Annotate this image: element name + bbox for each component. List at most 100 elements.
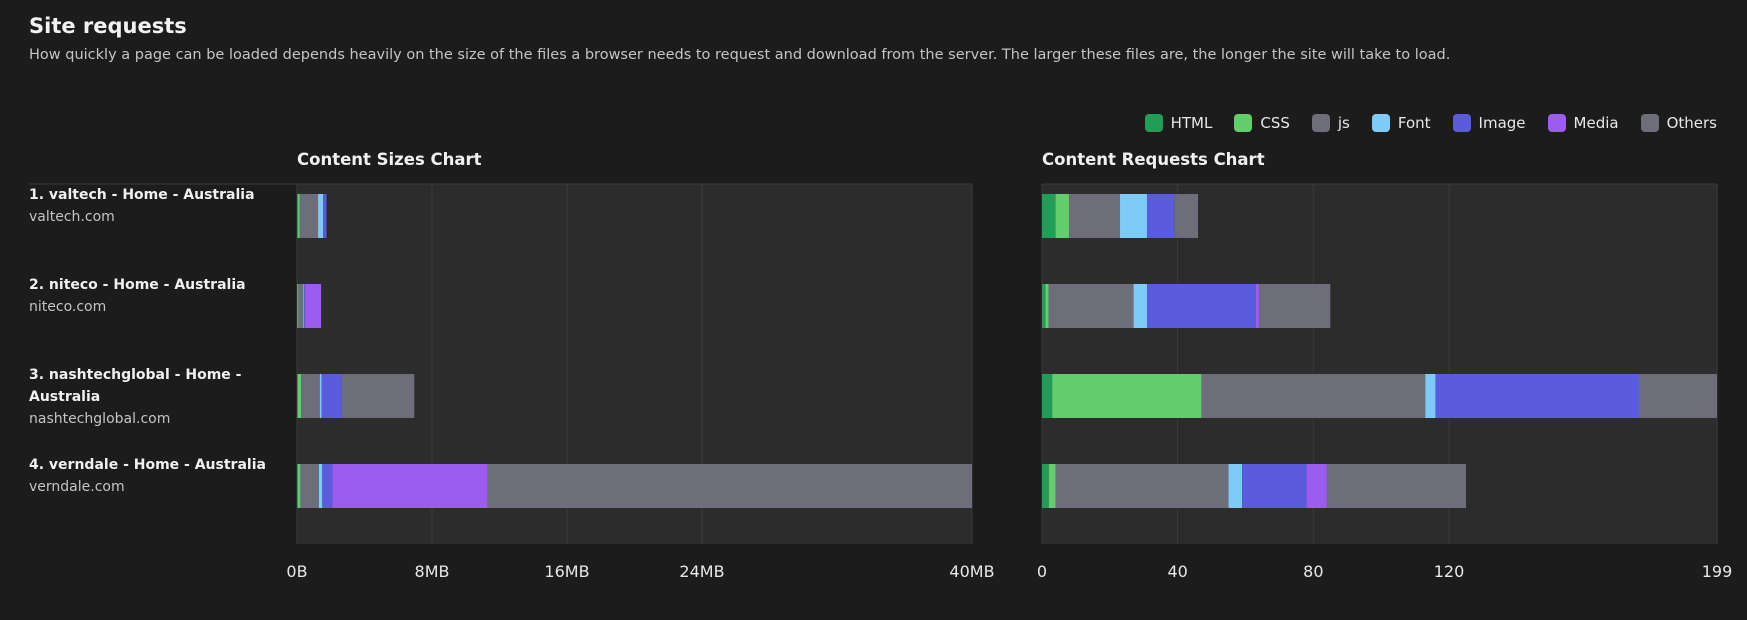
bar-segment-verndale-media[interactable] bbox=[1306, 464, 1327, 508]
x-tick-label: 0B bbox=[286, 562, 307, 581]
bar-segment-valtech-html[interactable] bbox=[297, 194, 298, 238]
bar-segment-niteco-image[interactable] bbox=[304, 284, 306, 328]
bar-segment-niteco-others[interactable] bbox=[1259, 284, 1331, 328]
bar-segment-niteco-html[interactable] bbox=[1042, 284, 1046, 328]
x-tick-label: 199 bbox=[1702, 562, 1733, 581]
chart-legend: HTML CSS js Font Image Media Others bbox=[1144, 114, 1717, 132]
bar-segment-nashtechglobal-others[interactable] bbox=[1638, 374, 1717, 418]
legend-label: Media bbox=[1573, 114, 1619, 132]
site-row-label: 1. valtech - Home - Australia valtech.co… bbox=[29, 184, 269, 228]
bar-segment-verndale-media[interactable] bbox=[332, 464, 488, 508]
legend-swatch bbox=[1452, 114, 1471, 132]
bar-segment-niteco-css[interactable] bbox=[1045, 284, 1049, 328]
content-sizes-chart-title: Content Sizes Chart bbox=[297, 150, 482, 169]
bar-segment-nashtechglobal-css[interactable] bbox=[297, 374, 302, 418]
site-domain: nashtechglobal.com bbox=[29, 411, 171, 427]
site-domain: valtech.com bbox=[29, 209, 115, 225]
x-tick-label: 8MB bbox=[415, 562, 450, 581]
bar-segment-niteco-image[interactable] bbox=[1147, 284, 1256, 328]
bar-segment-valtech-image[interactable] bbox=[1147, 194, 1175, 238]
x-tick-label: 40MB bbox=[949, 562, 994, 581]
bar-segment-nashtechglobal-css[interactable] bbox=[1052, 374, 1202, 418]
bar-segment-verndale-html[interactable] bbox=[297, 464, 298, 508]
site-name: 3. nashtechglobal - Home - Australia bbox=[29, 367, 242, 405]
bar-segment-nashtechglobal-font[interactable] bbox=[1425, 374, 1436, 418]
legend-swatch bbox=[1311, 114, 1330, 132]
legend-label: Font bbox=[1397, 114, 1431, 132]
x-tick-label: 40 bbox=[1167, 562, 1187, 581]
bar-segment-nashtechglobal-others[interactable] bbox=[341, 374, 415, 418]
site-name: 4. verndale - Home - Australia bbox=[29, 457, 266, 473]
bar-segment-nashtechglobal-image[interactable] bbox=[1435, 374, 1639, 418]
legend-item-js[interactable]: js bbox=[1311, 114, 1350, 132]
bar-segment-niteco-js[interactable] bbox=[1048, 284, 1134, 328]
bar-segment-valtech-css[interactable] bbox=[1055, 194, 1070, 238]
legend-swatch bbox=[1144, 114, 1163, 132]
legend-label: Others bbox=[1666, 114, 1717, 132]
bar-segment-nashtechglobal-html[interactable] bbox=[1042, 374, 1053, 418]
bar-segment-valtech-font[interactable] bbox=[1120, 194, 1148, 238]
bar-segment-verndale-html[interactable] bbox=[1042, 464, 1049, 508]
bar-segment-valtech-font[interactable] bbox=[318, 194, 324, 238]
bar-segment-valtech-others[interactable] bbox=[1174, 194, 1199, 238]
bar-segment-verndale-css[interactable] bbox=[1048, 464, 1056, 508]
bar-segment-verndale-css[interactable] bbox=[297, 464, 301, 508]
bar-segment-verndale-others[interactable] bbox=[1326, 464, 1466, 508]
bar-segment-niteco-media[interactable] bbox=[305, 284, 322, 328]
legend-label: CSS bbox=[1260, 114, 1290, 132]
site-name: 1. valtech - Home - Australia bbox=[29, 187, 255, 203]
legend-item-media[interactable]: Media bbox=[1547, 114, 1619, 132]
plot-area-requests bbox=[1042, 184, 1717, 544]
legend-item-css[interactable]: CSS bbox=[1234, 114, 1290, 132]
site-name: 2. niteco - Home - Australia bbox=[29, 277, 246, 293]
bar-segment-niteco-html[interactable] bbox=[297, 284, 298, 328]
x-tick-label: 24MB bbox=[679, 562, 724, 581]
site-row-label: 3. nashtechglobal - Home - Australia nas… bbox=[29, 364, 244, 430]
legend-label: HTML bbox=[1170, 114, 1213, 132]
site-domain: niteco.com bbox=[29, 299, 107, 315]
bar-segment-verndale-js[interactable] bbox=[300, 464, 319, 508]
legend-swatch bbox=[1234, 114, 1253, 132]
bar-segment-valtech-css[interactable] bbox=[297, 194, 300, 238]
x-tick-label: 16MB bbox=[544, 562, 589, 581]
legend-label: js bbox=[1337, 114, 1350, 132]
x-tick-label: 0 bbox=[1037, 562, 1047, 581]
x-tick-label: 120 bbox=[1434, 562, 1465, 581]
legend-item-font[interactable]: Font bbox=[1371, 114, 1431, 132]
bar-segment-nashtechglobal-js[interactable] bbox=[1201, 374, 1426, 418]
legend-item-others[interactable]: Others bbox=[1640, 114, 1717, 132]
bar-segment-niteco-js[interactable] bbox=[298, 284, 304, 328]
bar-segment-niteco-media[interactable] bbox=[1255, 284, 1260, 328]
bar-segment-niteco-font[interactable] bbox=[303, 284, 305, 328]
bar-segment-nashtechglobal-html[interactable] bbox=[297, 374, 298, 418]
page-description: How quickly a page can be loaded depends… bbox=[29, 47, 1451, 63]
legend-swatch bbox=[1640, 114, 1659, 132]
bar-segment-verndale-image[interactable] bbox=[1242, 464, 1307, 508]
x-tick-label: 80 bbox=[1303, 562, 1323, 581]
bar-segment-verndale-js[interactable] bbox=[1055, 464, 1229, 508]
content-requests-chart-title: Content Requests Chart bbox=[1042, 150, 1265, 169]
legend-item-image[interactable]: Image bbox=[1452, 114, 1526, 132]
bar-segment-nashtechglobal-font[interactable] bbox=[319, 374, 322, 418]
bar-segment-valtech-html[interactable] bbox=[1042, 194, 1056, 238]
legend-swatch bbox=[1547, 114, 1566, 132]
bar-segment-verndale-font[interactable] bbox=[1228, 464, 1243, 508]
bar-segment-nashtechglobal-js[interactable] bbox=[301, 374, 320, 418]
bar-segment-valtech-js[interactable] bbox=[299, 194, 319, 238]
site-domain: verndale.com bbox=[29, 479, 125, 495]
legend-swatch bbox=[1371, 114, 1390, 132]
bar-segment-niteco-css[interactable] bbox=[297, 284, 299, 328]
bar-segment-valtech-image[interactable] bbox=[323, 194, 327, 238]
plot-area-sizes bbox=[297, 184, 972, 544]
legend-label: Image bbox=[1478, 114, 1526, 132]
site-row-label: 4. verndale - Home - Australia verndale.… bbox=[29, 454, 269, 498]
bar-segment-nashtechglobal-image[interactable] bbox=[321, 374, 342, 418]
bar-segment-verndale-image[interactable] bbox=[322, 464, 333, 508]
bar-segment-niteco-font[interactable] bbox=[1133, 284, 1148, 328]
bar-segment-verndale-font[interactable] bbox=[318, 464, 323, 508]
legend-item-html[interactable]: HTML bbox=[1144, 114, 1213, 132]
page-title: Site requests bbox=[29, 14, 187, 38]
bar-segment-valtech-js[interactable] bbox=[1069, 194, 1121, 238]
site-row-label: 2. niteco - Home - Australia niteco.com bbox=[29, 274, 269, 318]
bar-segment-verndale-others[interactable] bbox=[487, 464, 972, 508]
